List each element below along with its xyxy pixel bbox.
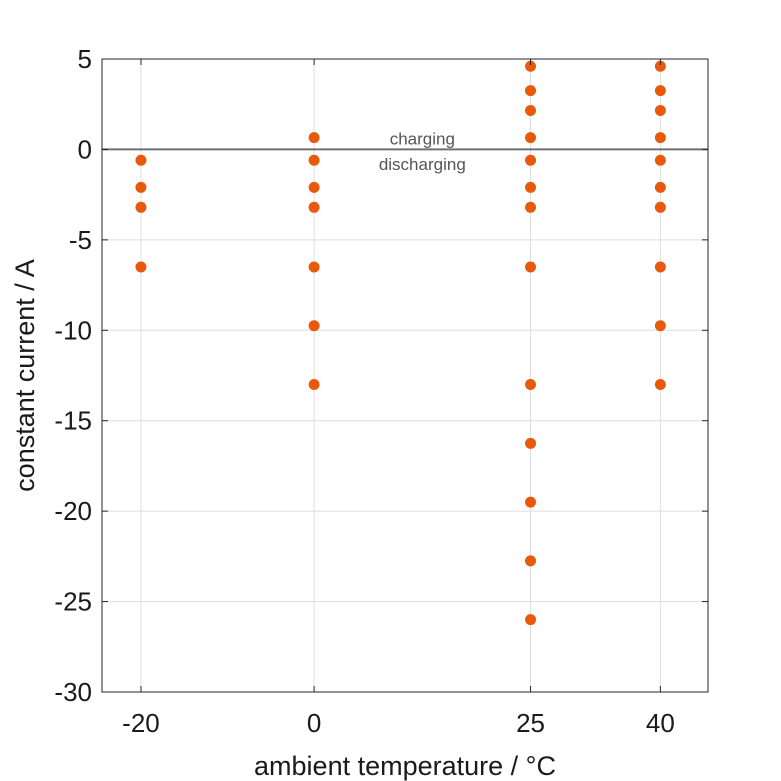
- data-point: [525, 181, 537, 193]
- data-point: [308, 379, 320, 391]
- y-tick-label: 0: [78, 134, 92, 164]
- data-point: [135, 181, 147, 193]
- x-tick-label: -20: [122, 708, 160, 738]
- data-point: [654, 261, 666, 273]
- data-point: [654, 379, 666, 391]
- plot-frame: [101, 58, 709, 693]
- x-tick-label: 0: [307, 708, 321, 738]
- y-tick-label: -25: [54, 587, 92, 617]
- data-point: [525, 261, 537, 273]
- data-point: [654, 105, 666, 117]
- y-tick-label: -20: [54, 496, 92, 526]
- annotation-discharging: discharging: [379, 155, 466, 174]
- data-point: [525, 437, 537, 449]
- data-point: [654, 60, 666, 72]
- x-axis-ticks: -20 0 25 40: [122, 59, 675, 738]
- data-point: [308, 261, 320, 273]
- data-point: [135, 154, 147, 166]
- data-point: [654, 181, 666, 193]
- data-point: [525, 379, 537, 391]
- data-point: [525, 614, 537, 626]
- data-point: [525, 201, 537, 213]
- annotation-charging: charging: [390, 130, 455, 149]
- data-point: [308, 181, 320, 193]
- y-tick-label: -15: [54, 406, 92, 436]
- data-point: [135, 261, 147, 273]
- data-point: [525, 154, 537, 166]
- y-tick-label: -10: [54, 315, 92, 345]
- data-point: [654, 85, 666, 97]
- y-axis-title: constant current / A: [10, 259, 40, 492]
- data-point: [525, 85, 537, 97]
- y-tick-label: 5: [78, 44, 92, 74]
- data-points: [135, 60, 666, 626]
- data-point: [525, 105, 537, 117]
- data-point: [525, 60, 537, 72]
- x-tick-label: 25: [516, 708, 545, 738]
- y-tick-label: -5: [69, 225, 92, 255]
- data-point: [654, 320, 666, 332]
- data-point: [308, 132, 320, 144]
- data-point: [135, 201, 147, 213]
- annotations: charging discharging: [379, 130, 466, 174]
- data-point: [308, 201, 320, 213]
- y-axis-ticks: -30 -25 -20 -15 -10 -5 0 5: [54, 44, 708, 707]
- x-tick-label: 40: [646, 708, 675, 738]
- data-point: [654, 201, 666, 213]
- data-point: [308, 154, 320, 166]
- y-tick-label: -30: [54, 677, 92, 707]
- data-point: [525, 132, 537, 144]
- data-point: [525, 555, 537, 567]
- data-point: [654, 132, 666, 144]
- data-point: [308, 320, 320, 332]
- data-point: [525, 496, 537, 508]
- x-axis-title: ambient temperature / °C: [254, 751, 556, 781]
- data-point: [654, 154, 666, 166]
